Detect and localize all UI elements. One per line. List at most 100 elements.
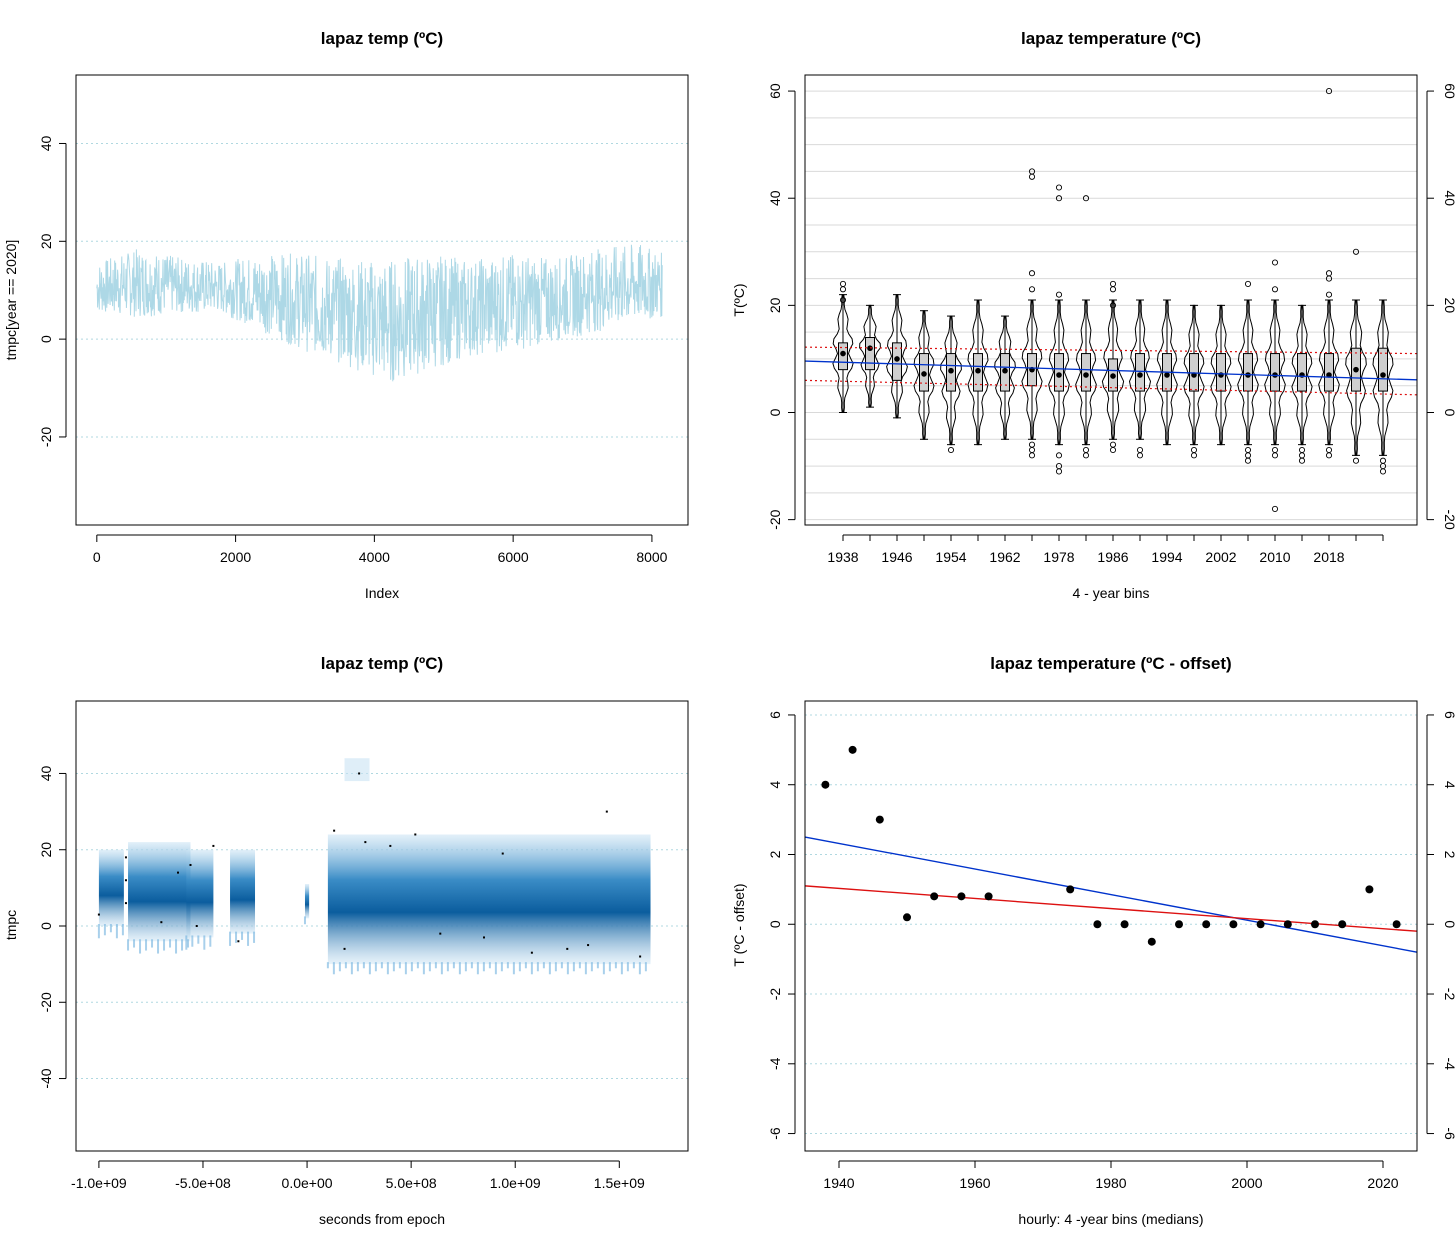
- p2-outlier: [1109, 280, 1117, 287]
- p2-median-dot: [840, 350, 846, 357]
- p2-median-dot: [894, 356, 900, 362]
- p3-y-tick-label: -40: [38, 1068, 54, 1088]
- p3-point: [189, 863, 192, 866]
- p2-box-1986: [1128, 299, 1152, 459]
- p2-box-1998: [1210, 304, 1232, 446]
- p2-x-tick-label: 1962: [989, 549, 1020, 565]
- p4-y-tick-label: 2: [767, 850, 783, 858]
- p1-title: lapaz temp (ºC): [321, 29, 443, 48]
- p3-xlabel: seconds from epoch: [319, 1211, 445, 1227]
- p2-outlier: [1244, 457, 1252, 464]
- p1-x-tick-label: 2000: [220, 549, 251, 565]
- p1-y-tick-label: 0: [38, 335, 54, 343]
- p4-point: [957, 892, 966, 901]
- p2-box-2022: [1372, 299, 1394, 475]
- p3-density-ghost: [344, 758, 370, 782]
- p2-outlier: [1082, 195, 1090, 202]
- p2-x-tick-label: 1978: [1043, 549, 1074, 565]
- p3-point: [587, 944, 590, 947]
- p3-y-tick-label: 0: [38, 922, 54, 930]
- p3-point: [605, 810, 608, 813]
- p2-outlier: [1055, 468, 1063, 475]
- p2-outlier: [947, 446, 955, 454]
- p2-y-tick-label: -20: [767, 509, 783, 529]
- p4-point: [848, 745, 857, 754]
- p4-point: [1311, 920, 1319, 929]
- p1-y-tick-label: 20: [38, 233, 54, 249]
- p3-density-block: [327, 834, 651, 965]
- p3-ylabel: tmpc: [3, 910, 19, 940]
- p4-y-tick-label-right: 2: [1442, 851, 1456, 859]
- p2-median-dot: [1137, 372, 1143, 378]
- p1-y-tick-label: 40: [38, 135, 54, 151]
- p4-y-tick-label: 0: [767, 920, 783, 928]
- panel-density-epoch: lapaz temp (ºC) seconds from epoch tmpc …: [3, 654, 689, 1227]
- p2-box-1942: [859, 304, 881, 408]
- p2-boxes: [832, 88, 1394, 512]
- p2-y-tick-label-right: 0: [1442, 409, 1456, 417]
- p2-red-band-lower: [804, 379, 1418, 396]
- p2-median-dot: [1353, 366, 1359, 373]
- p3-x-tick-label: 5.0e+08: [386, 1175, 437, 1191]
- p4-point: [1093, 920, 1102, 929]
- p2-outlier: [1244, 452, 1252, 459]
- p2-outlier: [1244, 280, 1252, 287]
- p4-x-tick-label: 2000: [1231, 1175, 1262, 1191]
- p4-y-tick-label: -2: [767, 988, 783, 1001]
- p4-plot-frame: [804, 700, 1418, 1152]
- p2-red-band-upper: [804, 346, 1418, 355]
- p2-trend-lines: [804, 346, 1418, 396]
- p4-xlabel: hourly: 4 -year bins (medians): [1018, 1211, 1203, 1227]
- p2-y-tick-label-right: 60: [1442, 83, 1456, 99]
- p2-outlier: [1109, 441, 1117, 448]
- p2-outlier: [839, 280, 847, 287]
- p3-point: [237, 940, 240, 943]
- p3-point: [483, 936, 485, 939]
- p4-x-tick-label: 2020: [1367, 1175, 1398, 1191]
- p2-box-1954: [940, 315, 962, 454]
- p2-box-1966: [1021, 168, 1043, 459]
- p2-outlier: [1055, 195, 1063, 202]
- p2-box-2014: [1318, 88, 1340, 459]
- p2-outlier: [1244, 446, 1252, 454]
- p4-x-tick-label: 1980: [1095, 1175, 1126, 1191]
- p2-outlier: [1298, 457, 1306, 464]
- p3-x-tick-label: 1.5e+09: [594, 1175, 645, 1191]
- p3-point: [530, 951, 533, 954]
- p2-y-tick-label-right: 40: [1442, 190, 1456, 206]
- p3-density-block: [98, 849, 124, 926]
- p2-box-1946: [886, 294, 908, 419]
- p2-outlier: [1190, 446, 1198, 454]
- p3-x-tick-label: 0.0e+00: [282, 1175, 333, 1191]
- p1-xlabel: Index: [365, 585, 399, 601]
- p2-box-2010: [1291, 304, 1313, 464]
- p1-plot-frame: [75, 74, 689, 526]
- p2-outlier: [1028, 270, 1036, 277]
- p4-points: [821, 745, 1401, 946]
- p2-median-dot: [1002, 367, 1008, 374]
- p2-outlier: [1325, 275, 1333, 282]
- p2-outlier: [1136, 452, 1144, 459]
- p3-point: [333, 829, 336, 832]
- p1-x-tick-label: 6000: [498, 549, 529, 565]
- p4-blue-fit: [804, 836, 1418, 953]
- p2-outlier: [1271, 286, 1279, 293]
- p3-title: lapaz temp (ºC): [321, 654, 443, 673]
- p2-x-tick-label: 1938: [827, 549, 858, 565]
- p2-outlier: [1028, 452, 1036, 459]
- p4-title: lapaz temperature (ºC - offset): [990, 654, 1231, 673]
- p2-median-dot: [921, 371, 927, 377]
- p4-y-tick-label: 4: [767, 781, 783, 789]
- p2-outlier: [1325, 446, 1333, 454]
- p2-outlier: [1352, 457, 1360, 464]
- p4-y-tick-label-right: 4: [1442, 781, 1456, 789]
- p3-density-block: [304, 884, 310, 919]
- p2-outlier: [1298, 446, 1306, 454]
- p2-outlier: [1271, 452, 1279, 459]
- p2-outlier: [1298, 452, 1306, 459]
- p2-median-dot: [975, 367, 981, 374]
- p2-outlier: [839, 296, 847, 304]
- p2-median-dot: [1326, 372, 1332, 378]
- p2-x-tick-label: 2002: [1205, 549, 1236, 565]
- p3-y-tick-label: 20: [38, 842, 54, 858]
